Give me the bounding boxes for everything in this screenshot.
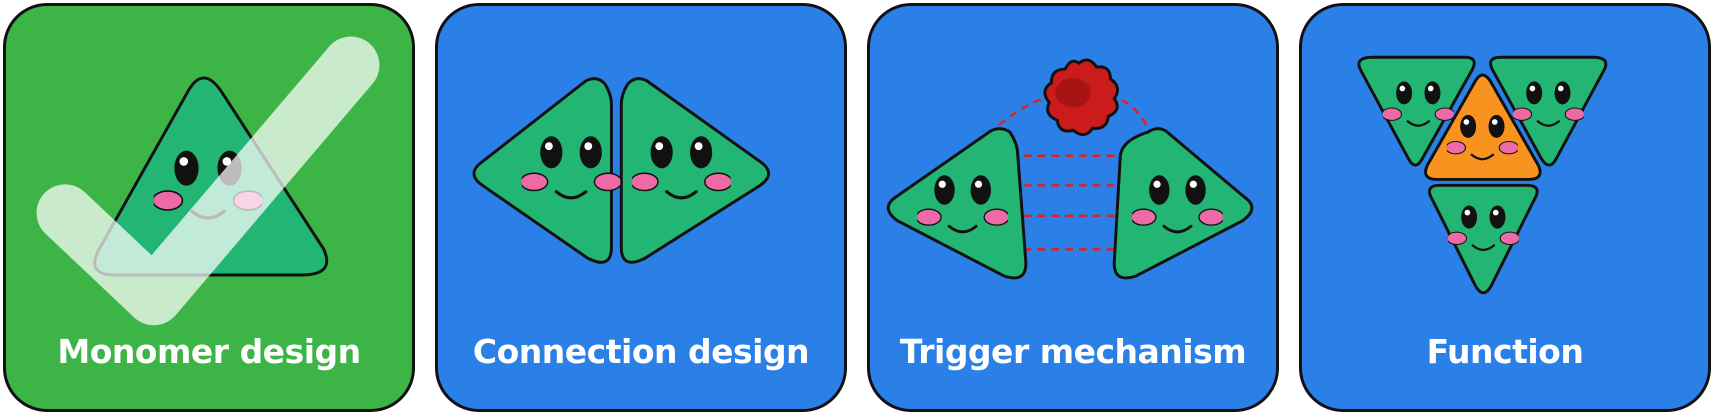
- monomer-top-right: [1489, 55, 1608, 167]
- monomer-right: [619, 77, 771, 264]
- function-illustration: [1357, 55, 1608, 295]
- panel-label: Trigger mechanism: [899, 332, 1247, 371]
- panel-label: Function: [1426, 332, 1584, 371]
- monomer-right: [1112, 127, 1254, 280]
- monomer-top-left: [1357, 55, 1476, 167]
- panel-label: Connection design: [472, 332, 810, 371]
- panel-function: Function: [1299, 3, 1711, 412]
- monomer-bottom: [1428, 183, 1539, 295]
- monomer-left: [886, 127, 1028, 280]
- connection-illustration: [472, 77, 771, 264]
- trigger-illustration: [886, 58, 1254, 280]
- panel-trigger-mechanism: Trigger mechanism: [867, 3, 1279, 412]
- check-icon: [36, 36, 380, 326]
- monomer-left: [472, 77, 613, 264]
- panel-monomer-design: Monomer design: [3, 3, 415, 412]
- monomer-illustration: [36, 36, 380, 326]
- panel-label: Monomer design: [57, 332, 361, 371]
- panel-connection-design: Connection design: [435, 3, 847, 412]
